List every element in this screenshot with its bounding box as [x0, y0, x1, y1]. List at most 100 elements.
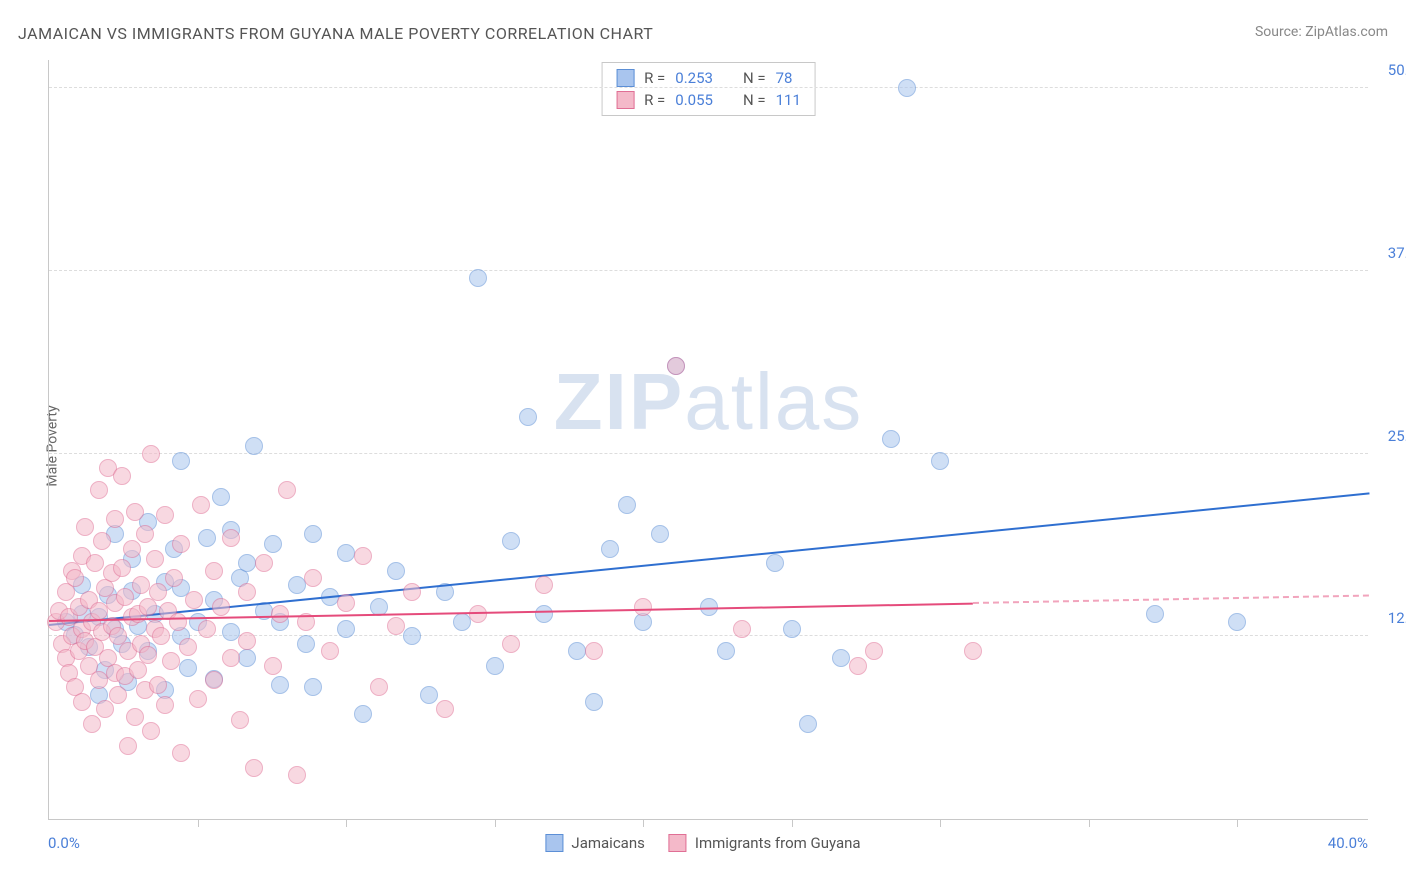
- legend-n-value: 78: [776, 69, 793, 87]
- scatter-point: [255, 554, 273, 572]
- scatter-point: [179, 659, 197, 677]
- scatter-point: [83, 715, 101, 733]
- x-tick: [792, 819, 793, 827]
- scatter-point: [142, 445, 160, 463]
- scatter-point: [783, 620, 801, 638]
- scatter-point: [387, 562, 405, 580]
- scatter-point: [535, 605, 553, 623]
- scatter-point: [90, 671, 108, 689]
- scatter-point: [96, 700, 114, 718]
- x-tick: [1089, 819, 1090, 827]
- scatter-point: [1146, 605, 1164, 623]
- x-tick: [940, 819, 941, 827]
- scatter-point: [172, 535, 190, 553]
- scatter-point: [667, 357, 685, 375]
- scatter-point: [403, 583, 421, 601]
- scatter-point: [585, 642, 603, 660]
- watermark-rest: atlas: [684, 357, 863, 446]
- scatter-point: [222, 529, 240, 547]
- x-axis-max-label: 40.0%: [1328, 834, 1368, 852]
- x-tick: [495, 819, 496, 827]
- scatter-point: [634, 598, 652, 616]
- scatter-point: [469, 605, 487, 623]
- scatter-point: [165, 569, 183, 587]
- legend-n-value: 111: [776, 91, 801, 109]
- scatter-point: [212, 598, 230, 616]
- scatter-point: [156, 696, 174, 714]
- scatter-point: [964, 642, 982, 660]
- scatter-point: [337, 544, 355, 562]
- scatter-point: [288, 766, 306, 784]
- scatter-point: [297, 635, 315, 653]
- source-name: ZipAtlas.com: [1305, 24, 1388, 40]
- scatter-point: [486, 657, 504, 675]
- scatter-point: [264, 657, 282, 675]
- scatter-point: [337, 620, 355, 638]
- scatter-point: [601, 540, 619, 558]
- legend-n-label: N =: [743, 91, 766, 109]
- scatter-point: [119, 737, 137, 755]
- correlation-legend: R =0.253N =78R =0.055N =111: [601, 62, 816, 116]
- scatter-point: [109, 686, 127, 704]
- legend-r-label: R =: [644, 69, 665, 87]
- scatter-point: [139, 646, 157, 664]
- legend-swatch: [616, 69, 634, 87]
- legend-series-item: Immigrants from Guyana: [669, 834, 861, 852]
- scatter-point: [205, 671, 223, 689]
- scatter-point: [192, 496, 210, 514]
- legend-n-label: N =: [743, 69, 766, 87]
- y-tick-label: 50.0%: [1388, 61, 1406, 79]
- x-tick: [346, 819, 347, 827]
- scatter-point: [304, 569, 322, 587]
- scatter-point: [766, 554, 784, 572]
- scatter-point: [113, 467, 131, 485]
- scatter-point: [436, 700, 454, 718]
- scatter-point: [116, 588, 134, 606]
- series-legend: JamaicansImmigrants from Guyana: [545, 834, 860, 852]
- scatter-point: [502, 635, 520, 653]
- scatter-point: [502, 532, 520, 550]
- scatter-point: [179, 638, 197, 656]
- scatter-point: [618, 496, 636, 514]
- watermark-bold: ZIP: [554, 357, 684, 446]
- scatter-point: [76, 518, 94, 536]
- scatter-point: [86, 554, 104, 572]
- scatter-point: [238, 632, 256, 650]
- scatter-point: [453, 613, 471, 631]
- legend-r-value: 0.055: [675, 91, 713, 109]
- y-tick-label: 25.0%: [1388, 427, 1406, 445]
- gridline: [49, 270, 1368, 271]
- scatter-point: [245, 759, 263, 777]
- scatter-point: [189, 690, 207, 708]
- scatter-point: [865, 642, 883, 660]
- scatter-point: [271, 605, 289, 623]
- legend-r-value: 0.253: [675, 69, 713, 87]
- scatter-point: [90, 481, 108, 499]
- plot-area: ZIPatlas R =0.253N =78R =0.055N =111 12.…: [48, 60, 1368, 820]
- scatter-point: [931, 452, 949, 470]
- scatter-point: [337, 594, 355, 612]
- scatter-point: [585, 693, 603, 711]
- scatter-point: [832, 649, 850, 667]
- scatter-point: [185, 591, 203, 609]
- scatter-point: [370, 678, 388, 696]
- scatter-point: [568, 642, 586, 660]
- scatter-point: [717, 642, 735, 660]
- scatter-point: [198, 620, 216, 638]
- legend-swatch: [616, 91, 634, 109]
- scatter-point: [420, 686, 438, 704]
- scatter-point: [354, 705, 372, 723]
- scatter-point: [169, 613, 187, 631]
- scatter-point: [799, 715, 817, 733]
- y-tick-label: 37.5%: [1388, 244, 1406, 262]
- source-attribution: Source: ZipAtlas.com: [1255, 24, 1388, 40]
- chart-title: JAMAICAN VS IMMIGRANTS FROM GUYANA MALE …: [18, 24, 653, 43]
- scatter-point: [387, 617, 405, 635]
- scatter-point: [321, 642, 339, 660]
- scatter-point: [142, 722, 160, 740]
- x-tick: [1237, 819, 1238, 827]
- x-tick: [643, 819, 644, 827]
- scatter-point: [106, 510, 124, 528]
- scatter-point: [73, 693, 91, 711]
- y-tick-label: 12.5%: [1388, 609, 1406, 627]
